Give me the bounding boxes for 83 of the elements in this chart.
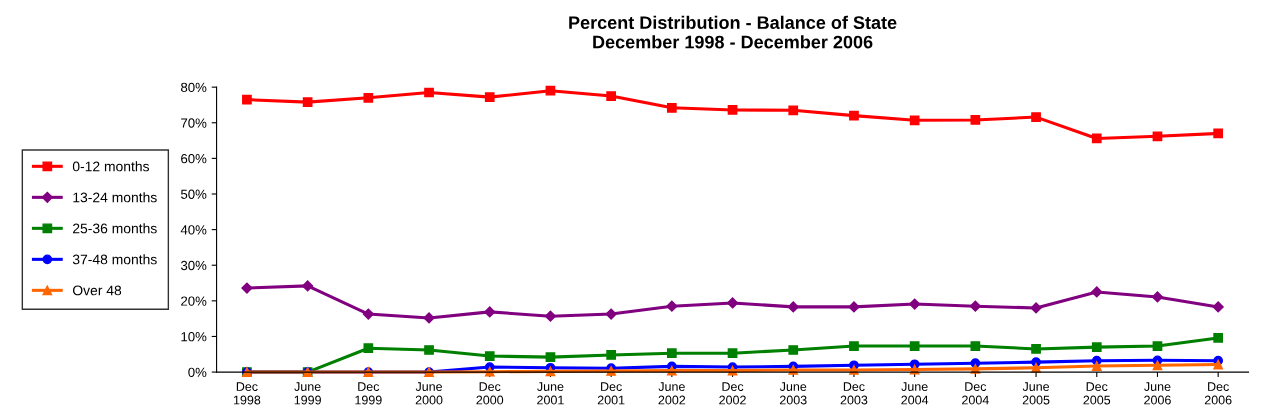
- x-tick-label: June 2003: [779, 382, 807, 405]
- point: [545, 85, 556, 96]
- point: [1152, 131, 1163, 142]
- x-tick-label: Dec 2005: [1083, 382, 1111, 405]
- x-tick-label: June 2004: [901, 382, 929, 405]
- point: [1091, 361, 1102, 371]
- point: [362, 308, 374, 320]
- point: [363, 92, 374, 103]
- point: [424, 87, 434, 98]
- legend-label: 13-24 months: [73, 192, 157, 203]
- point: [727, 105, 738, 115]
- point: [1213, 359, 1224, 370]
- legend-label: 0-12 months: [72, 161, 150, 172]
- x-tick-label: Dec 2006: [1204, 382, 1232, 405]
- point: [544, 310, 557, 322]
- y-tick-label: 50%: [180, 189, 207, 199]
- point: [909, 298, 921, 310]
- point: [1152, 341, 1163, 351]
- legend-label: 37-48 months: [72, 254, 157, 265]
- point: [970, 115, 981, 125]
- x-tick-label: June 2006: [1144, 382, 1171, 405]
- point: [969, 300, 981, 312]
- legend-label: 25-36 months: [73, 223, 157, 234]
- x-tick-label: June 2001: [537, 382, 564, 405]
- point: [909, 115, 920, 126]
- y-tick-label: 10%: [181, 332, 207, 342]
- y-tick-label: 80%: [181, 82, 207, 93]
- point: [484, 351, 495, 361]
- point: [606, 350, 617, 360]
- y-tick-label: 70%: [181, 118, 207, 128]
- point: [1213, 128, 1224, 139]
- point: [1031, 112, 1041, 122]
- point: [788, 345, 799, 355]
- point: [1091, 286, 1103, 298]
- point: [849, 341, 859, 351]
- x-tick-label: Dec 2000: [476, 382, 504, 405]
- point: [424, 345, 434, 355]
- point: [302, 280, 314, 292]
- x-tick-label: Dec 1999: [355, 382, 382, 405]
- point: [423, 312, 435, 324]
- y-tick-label: 60%: [181, 153, 207, 164]
- point: [1151, 291, 1164, 303]
- point: [484, 92, 495, 102]
- point: [788, 105, 799, 116]
- point: [787, 301, 799, 313]
- point: [726, 297, 739, 309]
- point: [606, 91, 617, 101]
- point: [363, 343, 374, 354]
- point: [909, 341, 920, 351]
- point: [1213, 333, 1224, 343]
- point: [1212, 301, 1224, 313]
- point: [302, 97, 313, 107]
- point: [727, 348, 738, 359]
- point: [1152, 360, 1163, 371]
- x-tick-label: June 2005: [1022, 382, 1050, 405]
- point: [484, 366, 495, 377]
- x-tick-label: Dec 1998: [233, 382, 261, 405]
- point: [849, 110, 859, 121]
- point: [605, 308, 617, 320]
- y-tick-label: 30%: [180, 260, 207, 271]
- point: [970, 341, 981, 351]
- y-tick-label: 40%: [180, 225, 207, 235]
- point: [666, 348, 677, 359]
- x-tick-label: June 2000: [415, 382, 443, 405]
- point: [1091, 342, 1102, 353]
- point: [545, 352, 556, 362]
- point: [1091, 133, 1102, 144]
- y-tick-label: 0%: [188, 367, 207, 377]
- y-tick-label: 20%: [181, 296, 207, 306]
- point: [242, 94, 252, 105]
- x-tick-label: June 1999: [294, 382, 321, 405]
- point: [1031, 344, 1041, 354]
- x-tick-label: June 2002: [658, 382, 686, 405]
- point: [666, 300, 678, 312]
- point: [484, 306, 496, 318]
- legend-label: Over 48: [72, 285, 122, 296]
- point: [666, 102, 677, 113]
- chart-title: Percent Distribution - Balance of State December 1998 - December 2006: [569, 15, 897, 49]
- x-tick-label: Dec 2003: [840, 382, 868, 405]
- x-tick-label: Dec 2002: [719, 382, 746, 405]
- x-tick-label: Dec 2004: [962, 382, 989, 405]
- point: [848, 301, 860, 313]
- x-tick-label: Dec 2001: [597, 382, 625, 405]
